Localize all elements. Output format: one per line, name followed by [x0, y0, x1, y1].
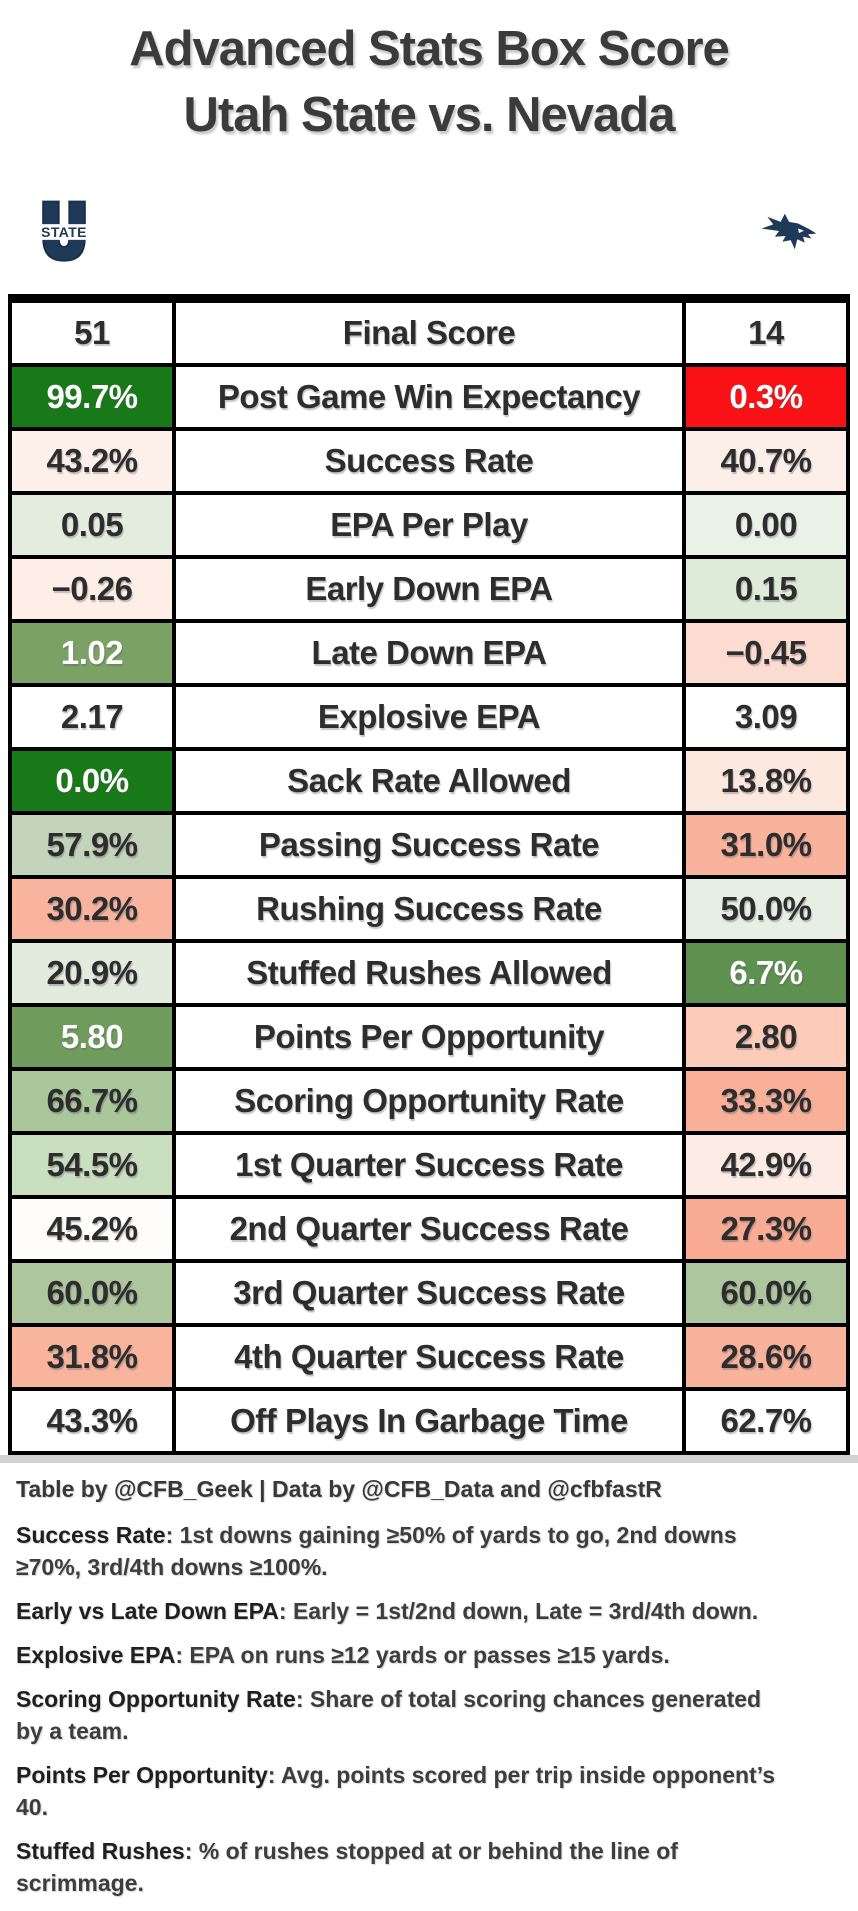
team1-value-cell: 2.17 [12, 687, 172, 747]
team1-value-cell: 54.5% [12, 1135, 172, 1195]
page-title: Advanced Stats Box Score Utah State vs. … [0, 0, 858, 148]
stat-term: Points Per Opportunity [16, 1762, 268, 1788]
team2-value-cell: 0.3% [686, 367, 846, 427]
metric-label-cell: Explosive EPA [176, 687, 682, 747]
team2-value-cell: 42.9% [686, 1135, 846, 1195]
nevada-wolfpack-logo [760, 210, 818, 257]
metric-label-cell: EPA Per Play [176, 495, 682, 555]
stat-definition: : % of rushes stopped at or behind the l… [16, 1838, 678, 1896]
metric-label-cell: Passing Success Rate [176, 815, 682, 875]
title-line-1: Advanced Stats Box Score [129, 22, 730, 76]
metric-label-cell: Final Score [176, 303, 682, 363]
stat-term: Scoring Opportunity Rate [16, 1686, 296, 1712]
metric-label-cell: 3rd Quarter Success Rate [176, 1263, 682, 1323]
metric-label-cell: Early Down EPA [176, 559, 682, 619]
team1-value-cell: 43.2% [12, 431, 172, 491]
team2-value-cell: 3.09 [686, 687, 846, 747]
stats-table: 51 Final Score 14 99.7% Post Game Win Ex… [8, 294, 850, 1455]
team1-value-cell: 66.7% [12, 1071, 172, 1131]
stat-definition-note: Explosive EPA: EPA on runs ≥12 yards or … [16, 1639, 822, 1671]
team2-value-cell: 13.8% [686, 751, 846, 811]
team1-value-cell: 31.8% [12, 1327, 172, 1387]
stat-term: Success Rate [16, 1522, 166, 1548]
metric-label-cell: Sack Rate Allowed [176, 751, 682, 811]
team1-value-cell: 99.7% [12, 367, 172, 427]
team1-value-cell: −0.26 [12, 559, 172, 619]
team1-value-cell: 51 [12, 303, 172, 363]
team2-value-cell: 60.0% [686, 1263, 846, 1323]
metric-label-cell: Late Down EPA [176, 623, 682, 683]
team2-value-cell: 50.0% [686, 879, 846, 939]
metric-label-cell: 2nd Quarter Success Rate [176, 1199, 682, 1259]
team2-value-cell: 31.0% [686, 815, 846, 875]
stat-definition-note: Early vs Late Down EPA: Early = 1st/2nd … [16, 1595, 822, 1627]
stat-term: Stuffed Rushes [16, 1838, 185, 1864]
metric-label-cell: Post Game Win Expectancy [176, 367, 682, 427]
stat-definition-note: Scoring Opportunity Rate: Share of total… [16, 1683, 822, 1747]
team1-value-cell: 60.0% [12, 1263, 172, 1323]
stat-term: Early vs Late Down EPA [16, 1598, 279, 1624]
team2-value-cell: 62.7% [686, 1391, 846, 1451]
team1-value-cell: 0.05 [12, 495, 172, 555]
stat-definition: : Early = 1st/2nd down, Late = 3rd/4th d… [278, 1598, 759, 1624]
team2-value-cell: 0.00 [686, 495, 846, 555]
team1-value-cell: 30.2% [12, 879, 172, 939]
stat-definition-note: Points Per Opportunity: Avg. points scor… [16, 1759, 822, 1823]
credit-line: Table by @CFB_Geek | Data by @CFB_Data a… [16, 1476, 662, 1502]
stat-definition: : EPA on runs ≥12 yards or passes ≥15 ya… [175, 1642, 670, 1668]
team2-value-cell: 0.15 [686, 559, 846, 619]
team2-value-cell: 40.7% [686, 431, 846, 491]
footnotes: Success Rate: 1st downs gaining ≥50% of … [16, 1519, 822, 1899]
team2-value-cell: 2.80 [686, 1007, 846, 1067]
metric-label-cell: Scoring Opportunity Rate [176, 1071, 682, 1131]
team1-value-cell: 1.02 [12, 623, 172, 683]
table-bottom-divider [0, 1455, 858, 1463]
metric-label-cell: Stuffed Rushes Allowed [176, 943, 682, 1003]
metric-label-cell: Off Plays In Garbage Time [176, 1391, 682, 1451]
team2-value-cell: 6.7% [686, 943, 846, 1003]
team1-value-cell: 20.9% [12, 943, 172, 1003]
title-line-2: Utah State vs. Nevada [183, 88, 676, 142]
team1-value-cell: 5.80 [12, 1007, 172, 1067]
stat-definition-note: Success Rate: 1st downs gaining ≥50% of … [16, 1519, 822, 1583]
metric-label-cell: Success Rate [176, 431, 682, 491]
team2-value-cell: 27.3% [686, 1199, 846, 1259]
metric-label-cell: 1st Quarter Success Rate [176, 1135, 682, 1195]
team2-value-cell: 28.6% [686, 1327, 846, 1387]
metric-label-cell: 4th Quarter Success Rate [176, 1327, 682, 1387]
stat-definition: : Share of total scoring chances generat… [16, 1686, 762, 1744]
team1-value-cell: 57.9% [12, 815, 172, 875]
stat-term: Explosive EPA [16, 1642, 176, 1668]
stat-definition: : Avg. points scored per trip inside opp… [16, 1762, 776, 1820]
utah-state-logo-banner-text: STATE [41, 224, 87, 240]
team1-value-cell: 45.2% [12, 1199, 172, 1259]
team1-value-cell: 0.0% [12, 751, 172, 811]
utah-state-logo: STATE [36, 198, 92, 271]
team1-value-cell: 43.3% [12, 1391, 172, 1451]
footnotes-section: Table by @CFB_Geek | Data by @CFB_Data a… [16, 1473, 822, 1911]
metric-label-cell: Rushing Success Rate [176, 879, 682, 939]
stat-definition-note: Stuffed Rushes: % of rushes stopped at o… [16, 1835, 822, 1899]
team2-value-cell: 14 [686, 303, 846, 363]
metric-label-cell: Points Per Opportunity [176, 1007, 682, 1067]
stat-definition: : 1st downs gaining ≥50% of yards to go,… [16, 1522, 737, 1580]
team2-value-cell: 33.3% [686, 1071, 846, 1131]
team2-value-cell: −0.45 [686, 623, 846, 683]
